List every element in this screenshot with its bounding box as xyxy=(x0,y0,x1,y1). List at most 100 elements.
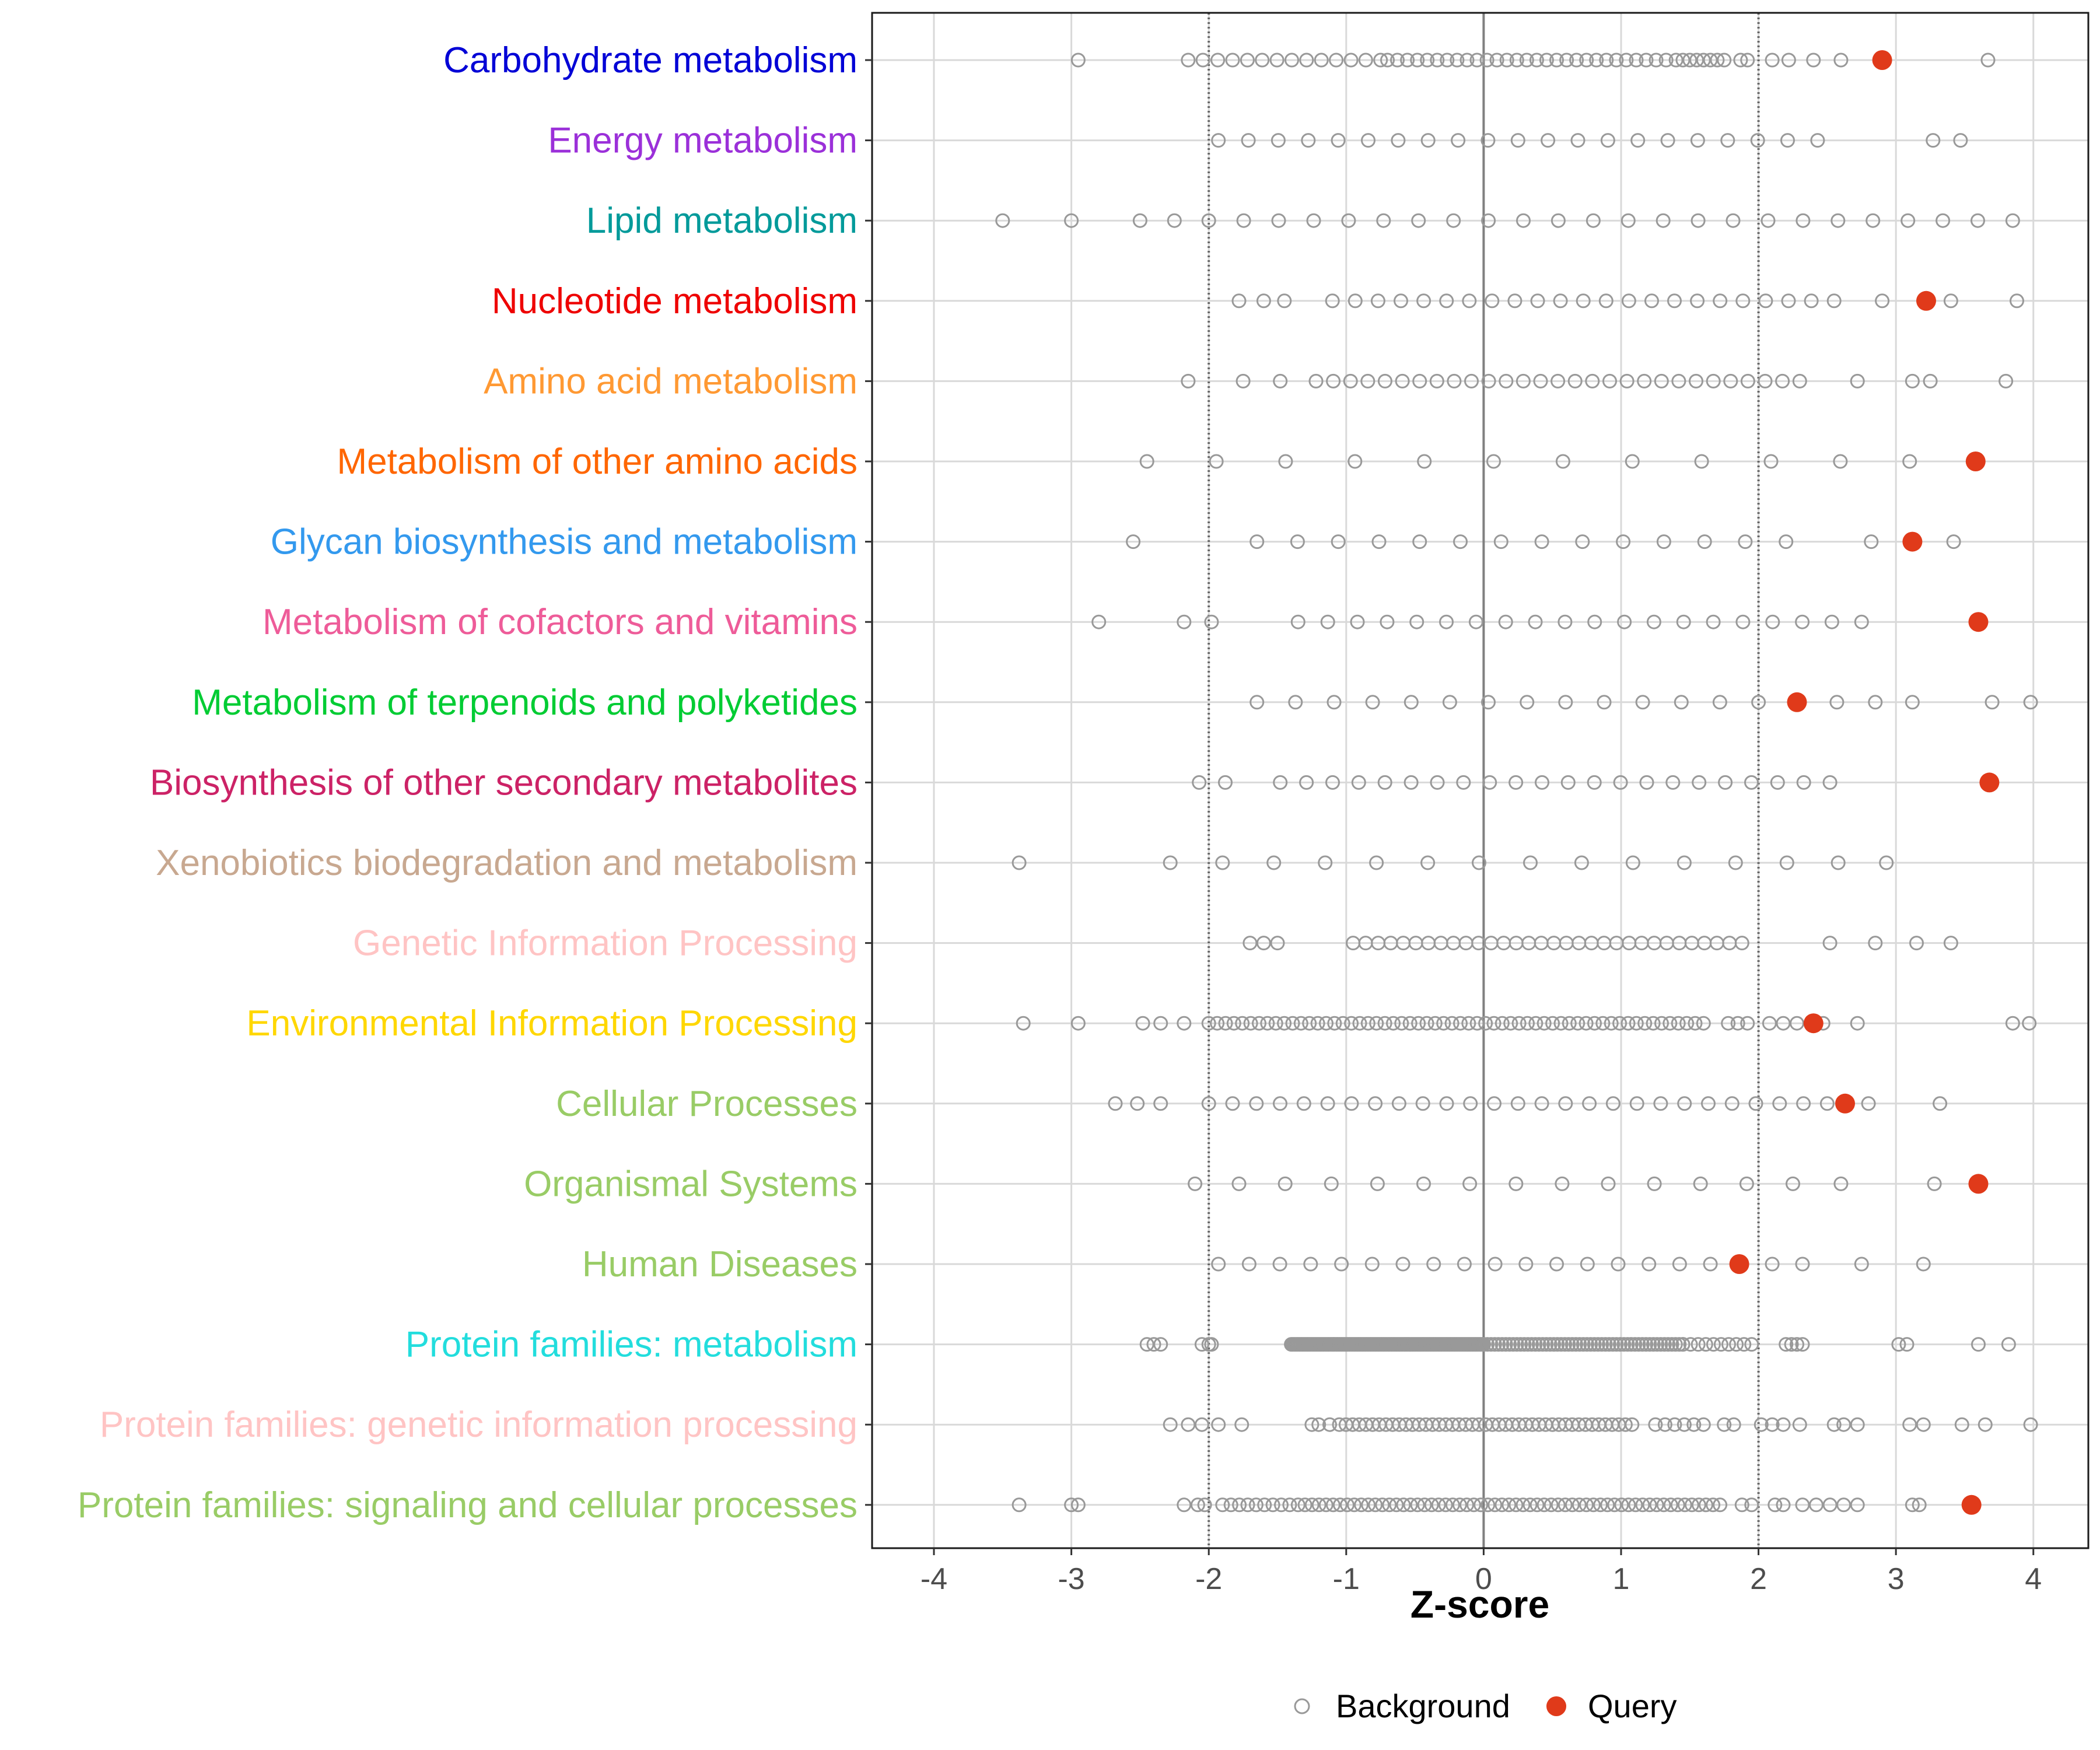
background-point xyxy=(1650,1337,1665,1352)
background-point xyxy=(1481,695,1496,710)
background-point xyxy=(1533,373,1548,388)
background-point xyxy=(1558,1096,1573,1111)
background-point xyxy=(1579,52,1594,68)
background-point xyxy=(1582,1096,1597,1111)
x-tick-label: 3 xyxy=(1888,1562,1905,1596)
background-point xyxy=(1451,133,1466,148)
background-point xyxy=(1479,52,1494,68)
background-point xyxy=(1905,373,1920,388)
background-point xyxy=(1836,1497,1852,1513)
x-tick-label: -3 xyxy=(1058,1562,1084,1596)
background-point xyxy=(1902,1417,1917,1432)
background-point xyxy=(1390,52,1405,68)
background-point xyxy=(1347,1497,1362,1513)
background-point xyxy=(1370,1176,1385,1191)
background-point xyxy=(1617,614,1632,629)
query-point xyxy=(1979,772,2000,793)
background-point xyxy=(1462,1176,1478,1191)
background-point xyxy=(1498,614,1513,629)
x-tick-label: -4 xyxy=(921,1562,947,1596)
background-point xyxy=(1536,1497,1552,1513)
background-point xyxy=(1850,1016,1865,1031)
legend-query-marker xyxy=(1546,1696,1566,1716)
background-point xyxy=(1809,1497,1824,1513)
background-point xyxy=(1419,1016,1434,1031)
category-label: Protein families: metabolism xyxy=(405,1325,858,1365)
background-point xyxy=(1314,52,1329,68)
background-point xyxy=(1480,133,1496,148)
background-point xyxy=(1516,213,1531,228)
background-point xyxy=(1762,1016,1777,1031)
background-point xyxy=(1410,1497,1425,1513)
background-point xyxy=(1616,1337,1632,1352)
query-point xyxy=(1965,452,1986,471)
background-point xyxy=(1480,1497,1496,1513)
background-point xyxy=(1520,1016,1535,1031)
background-point xyxy=(1550,213,1566,228)
background-point xyxy=(1796,1096,1811,1111)
background-point xyxy=(1438,1497,1453,1513)
background-point xyxy=(1879,855,1894,870)
background-point xyxy=(1211,133,1226,148)
background-point xyxy=(1833,52,1849,68)
background-point xyxy=(1744,775,1759,790)
background-point xyxy=(1135,1016,1150,1031)
background-point xyxy=(1690,293,1705,309)
background-point xyxy=(1819,1096,1835,1111)
background-point xyxy=(1558,695,1573,710)
background-point xyxy=(1489,52,1504,68)
background-point xyxy=(1326,695,1342,710)
background-point xyxy=(1653,1096,1668,1111)
query-point xyxy=(1961,1494,1982,1515)
background-point xyxy=(1781,52,1796,68)
background-point xyxy=(1619,373,1634,388)
background-point xyxy=(1519,52,1534,68)
background-point xyxy=(1734,936,1749,951)
background-point xyxy=(1250,534,1265,550)
background-point xyxy=(1447,373,1462,388)
background-point xyxy=(1365,695,1380,710)
background-point xyxy=(1452,1497,1467,1513)
background-point xyxy=(1671,373,1686,388)
background-point xyxy=(1854,614,1869,629)
background-point xyxy=(1439,1096,1454,1111)
background-point xyxy=(1696,1417,1711,1432)
background-point xyxy=(1322,1417,1337,1432)
background-point xyxy=(1404,695,1419,710)
background-point xyxy=(1494,1337,1510,1352)
background-point xyxy=(1412,534,1427,550)
background-point xyxy=(1729,1337,1744,1352)
background-point xyxy=(1436,1016,1451,1031)
background-point xyxy=(1642,1256,1657,1272)
query-point xyxy=(1729,1254,1749,1274)
background-point xyxy=(1215,1497,1230,1513)
background-point xyxy=(2005,1016,2020,1031)
background-point xyxy=(1250,695,1265,710)
background-point xyxy=(1668,1337,1683,1352)
background-point xyxy=(1371,534,1387,550)
background-point xyxy=(1564,1497,1580,1513)
background-point xyxy=(1544,1497,1559,1513)
background-point xyxy=(1553,1337,1569,1352)
background-point xyxy=(1290,1497,1306,1513)
background-point xyxy=(1866,213,1881,228)
background-point xyxy=(1290,614,1306,629)
background-point xyxy=(1691,1497,1706,1513)
background-point xyxy=(1278,1176,1293,1191)
background-point xyxy=(1916,1256,1931,1272)
category-label: Amino acid metabolism xyxy=(484,361,858,401)
background-point xyxy=(1738,534,1753,550)
background-point xyxy=(1201,1096,1216,1111)
background-point xyxy=(1539,1337,1554,1352)
background-point xyxy=(1776,1417,1791,1432)
background-point xyxy=(1790,1016,1804,1031)
background-point xyxy=(1256,293,1271,309)
background-point xyxy=(1726,1417,1741,1432)
background-points xyxy=(995,52,2038,1513)
background-point xyxy=(1902,454,1917,469)
background-point xyxy=(1266,855,1282,870)
background-point xyxy=(1653,1337,1668,1352)
background-point xyxy=(1600,133,1615,148)
background-point xyxy=(1494,1016,1510,1031)
background-point xyxy=(1299,52,1314,68)
